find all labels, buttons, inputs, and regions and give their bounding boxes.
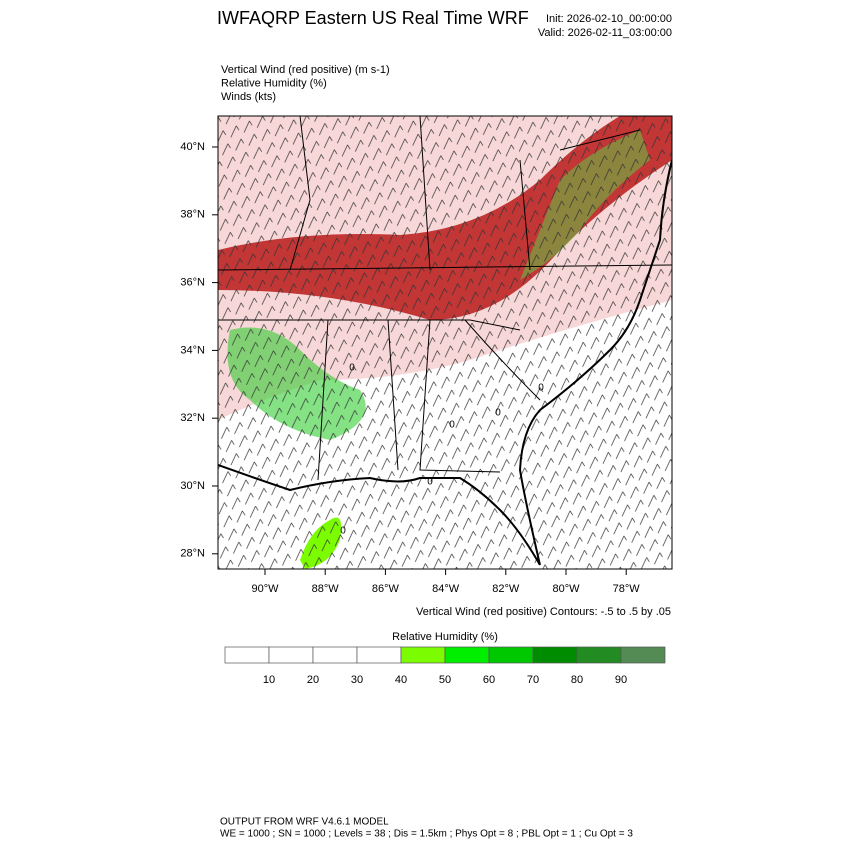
contour-note: Vertical Wind (red positive) Contours: -… xyxy=(416,606,671,618)
colorbar-label: 60 xyxy=(483,674,495,686)
lat-label: 30°N xyxy=(180,480,205,492)
valid-time: Valid: 2026-02-11_03:00:00 xyxy=(538,27,672,39)
lat-label: 34°N xyxy=(180,344,205,356)
lat-label: 36°N xyxy=(180,277,205,289)
field-label: Relative Humidity (%) xyxy=(221,77,327,89)
lon-label: 84°W xyxy=(432,583,460,595)
colorbar-label: 70 xyxy=(527,674,539,686)
lon-label: 90°W xyxy=(251,583,279,595)
colorbar-box xyxy=(620,646,666,664)
contour-label: 0 xyxy=(349,363,355,374)
colorbar-box xyxy=(312,646,358,664)
footer-line: WE = 1000 ; SN = 1000 ; Levels = 38 ; Di… xyxy=(220,829,633,840)
colorbar-label: 90 xyxy=(615,674,627,686)
colorbar-box xyxy=(400,646,446,664)
state-lines xyxy=(218,116,672,481)
colorbar-box xyxy=(488,646,534,664)
title: IWFAQRP Eastern US Real Time WRF xyxy=(217,8,529,28)
colorbar-label: 80 xyxy=(571,674,583,686)
map-frame xyxy=(217,115,673,570)
lon-label: 82°W xyxy=(492,583,520,595)
colorbar-box xyxy=(576,646,622,664)
coastline xyxy=(218,159,672,566)
colorbar-box xyxy=(444,646,490,664)
field-label: Winds (kts) xyxy=(221,91,276,103)
colorbar-box xyxy=(268,646,314,664)
colorbar-label: 50 xyxy=(439,674,451,686)
lat-label: 32°N xyxy=(180,412,205,424)
colorbar-label: 40 xyxy=(395,674,407,686)
colorbar-title: Relative Humidity (%) xyxy=(392,631,498,643)
lat-label: 38°N xyxy=(180,209,205,221)
lon-label: 88°W xyxy=(312,583,340,595)
contour-label: 0 xyxy=(427,477,433,488)
contour-label: 0 xyxy=(495,408,501,419)
colorbar-box xyxy=(532,646,578,664)
init-time: Init: 2026-02-10_00:00:00 xyxy=(546,13,672,25)
lon-label: 80°W xyxy=(552,583,580,595)
contour-label: 0 xyxy=(340,526,346,537)
contour-label: 0 xyxy=(538,383,544,394)
colorbar-label: 20 xyxy=(307,674,319,686)
colorbar-box xyxy=(224,646,270,664)
colorbar-label: 30 xyxy=(351,674,363,686)
lon-label: 86°W xyxy=(372,583,400,595)
map xyxy=(218,116,672,569)
colorbar-label: 10 xyxy=(263,674,275,686)
footer-line: OUTPUT FROM WRF V4.6.1 MODEL xyxy=(220,817,389,828)
lon-label: 78°W xyxy=(613,583,641,595)
field-label: Vertical Wind (red positive) (m s-1) xyxy=(221,64,390,76)
lat-label: 40°N xyxy=(180,141,205,153)
colorbar-box xyxy=(356,646,402,664)
contour-label: 0 xyxy=(449,420,455,431)
lat-label: 28°N xyxy=(180,548,205,560)
